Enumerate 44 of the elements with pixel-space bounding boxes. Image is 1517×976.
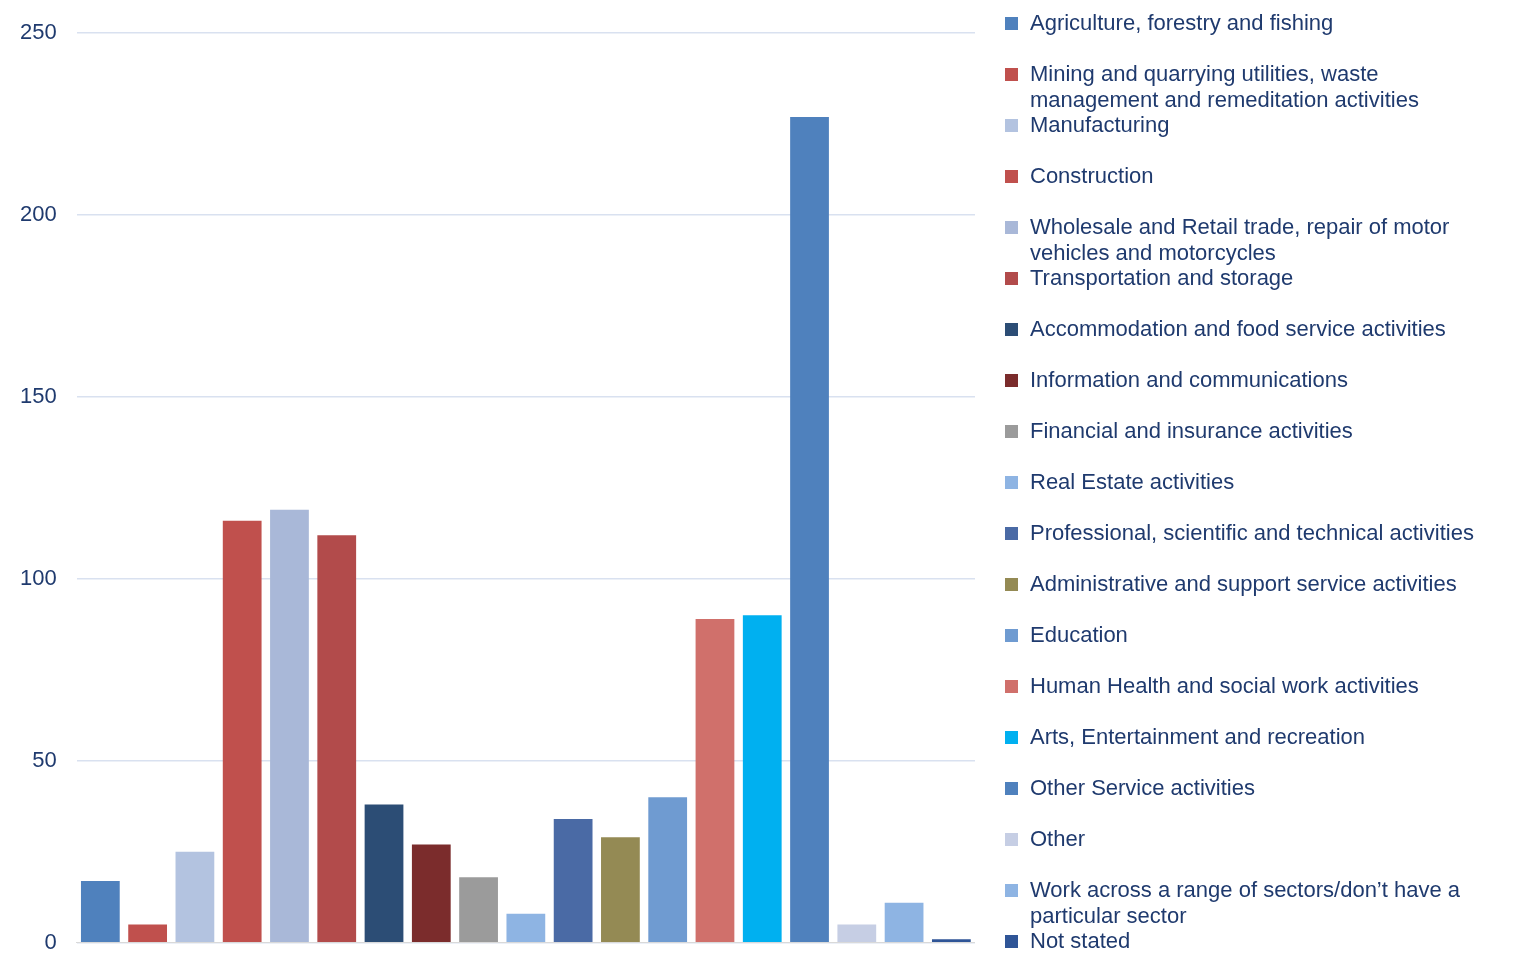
bar [459, 877, 498, 943]
legend-label: Financial and insurance activities [1030, 418, 1353, 444]
bar [364, 804, 404, 943]
legend-label: Real Estate activities [1030, 469, 1235, 495]
legend-label: Mining and quarrying utilities, waste management and remeditation activities [1030, 61, 1420, 113]
bar [128, 924, 168, 943]
legend-label: Other [1030, 826, 1086, 852]
bar [648, 797, 688, 943]
legend-label: Wholesale and Retail trade, repair of motor vehicles and motorcycles [1030, 214, 1451, 266]
y-tick-label: 100 [19, 565, 57, 591]
legend-label: Transportation and storage [1030, 265, 1294, 291]
y-tick-label: 50 [32, 746, 57, 772]
bar [553, 819, 593, 943]
legend-label: Education [1030, 622, 1128, 648]
legend-label: Construction [1030, 163, 1154, 189]
bar [742, 615, 782, 943]
legend-label: Not stated [1030, 928, 1131, 954]
bar [837, 924, 877, 943]
y-tick-label: 200 [19, 201, 57, 227]
legend-label: Administrative and support service activities [1030, 571, 1457, 597]
bar [931, 939, 971, 943]
bar [695, 618, 735, 943]
bar [317, 535, 357, 943]
bar [601, 837, 640, 943]
legend-label: Other Service activities [1030, 775, 1255, 801]
y-tick-label: 250 [19, 19, 57, 45]
bar [80, 880, 120, 943]
bar [175, 851, 215, 943]
bar [884, 902, 924, 943]
legend-label: Arts, Entertainment and recreation [1030, 724, 1366, 750]
y-tick-label: 150 [19, 383, 57, 409]
legend-label: Accommodation and food service activities [1030, 316, 1446, 342]
bar [222, 520, 262, 943]
bar [270, 509, 309, 943]
legend-label: Information and communications [1030, 367, 1348, 393]
y-tick-label: 0 [44, 928, 57, 954]
legend-label: Agriculture, forestry and fishing [1030, 10, 1334, 36]
bar [506, 913, 546, 943]
legend-label: Professional, scientific and technical activities [1030, 520, 1474, 546]
legend-label: Work across a range of sectors/don’t have a particular sector [1030, 877, 1462, 929]
legend-label: Manufacturing [1030, 112, 1170, 138]
bar [790, 116, 829, 943]
bar [411, 844, 451, 943]
legend-label: Human Health and social work activities [1030, 673, 1419, 699]
